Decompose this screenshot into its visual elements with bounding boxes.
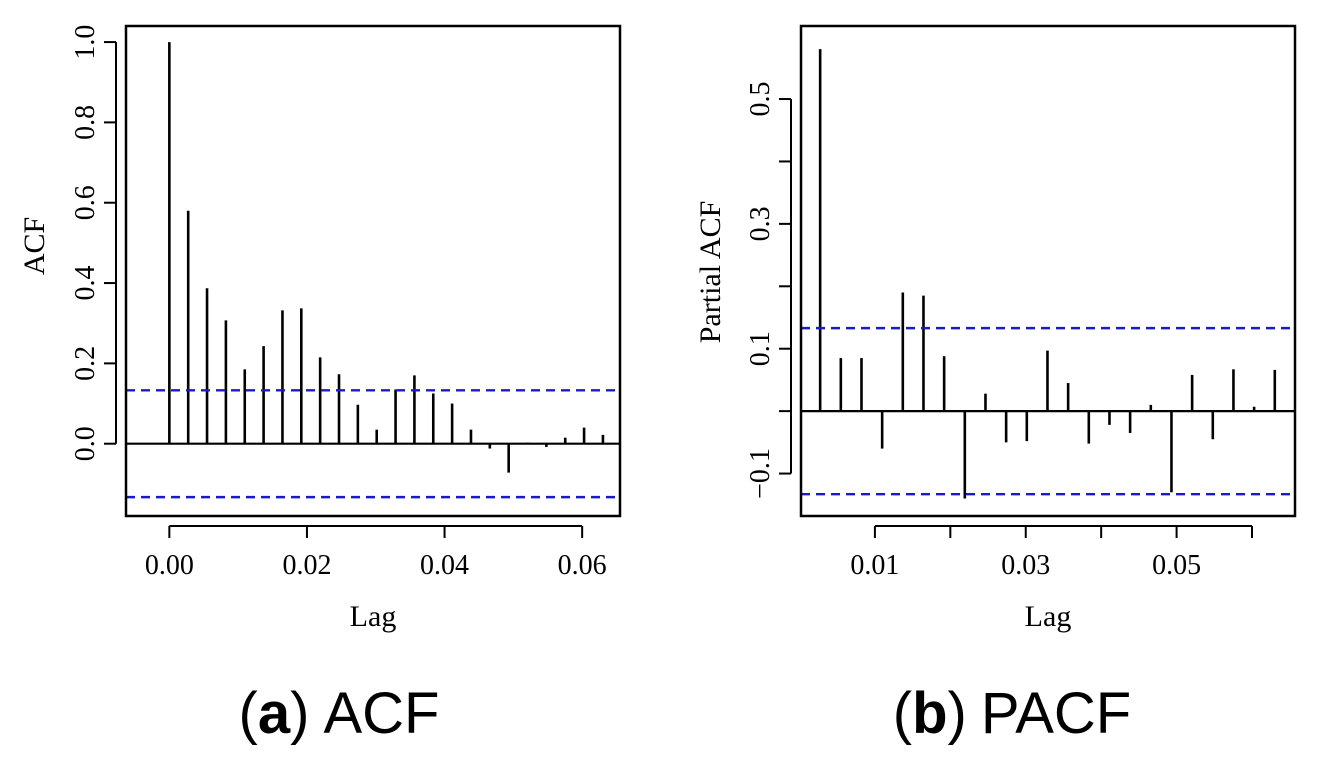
pacf-caption: (b) PACF — [893, 681, 1131, 746]
acf-y-axis-title: ACF — [18, 217, 51, 275]
acf-caption-title: ACF — [323, 681, 439, 746]
pacf-x-tick-label: 0.03 — [1001, 550, 1050, 581]
pacf-caption-close-paren: ) — [948, 681, 967, 746]
pacf-plot-frame — [799, 24, 1297, 518]
acf-x-tick-label: 0.04 — [420, 550, 469, 581]
pacf-caption-open-paren: ( — [893, 681, 912, 746]
pacf-caption-letter: b — [912, 681, 947, 746]
acf-y-tick-label: 0.6 — [70, 185, 101, 220]
acf-caption-open-paren: ( — [239, 681, 258, 746]
acf-plot-frame — [124, 24, 622, 518]
pacf-y-tick-label: 0.1 — [745, 331, 776, 366]
acf-y-tick-label: 0.2 — [70, 346, 101, 381]
pacf-y-tick-label: 0.5 — [745, 82, 776, 117]
acf-y-tick-label: 0.0 — [70, 426, 101, 461]
acf-x-tick-label: 0.06 — [558, 550, 607, 581]
pacf-y-tick-label: 0.3 — [745, 206, 776, 241]
acf-x-tick-label: 0.02 — [282, 550, 331, 581]
acf-caption-close-paren: ) — [290, 681, 309, 746]
acf-y-tick-label: 0.4 — [70, 266, 101, 301]
pacf-y-axis: −0.1 0.1 0.3 0.5 — [745, 82, 792, 499]
pacf-y-axis-title: Partial ACF — [694, 201, 727, 344]
acf-y-tick-label: 0.8 — [70, 105, 101, 140]
pacf-marks — [801, 49, 1295, 499]
pacf-x-tick-label: 0.01 — [850, 550, 899, 581]
pacf-x-axis: 0.01 0.03 0.05 — [850, 525, 1254, 581]
acf-x-axis: 0.00 0.02 0.04 0.06 — [145, 525, 607, 581]
acf-x-axis-title: Lag — [350, 600, 397, 633]
acf-caption: (a) ACF — [239, 681, 440, 746]
pacf-x-axis-title: Lag — [1025, 600, 1072, 633]
acf-x-tick-label: 0.00 — [145, 550, 194, 581]
acf-caption-letter: a — [258, 681, 291, 746]
pacf-caption-title: PACF — [981, 681, 1131, 746]
panel-pacf: 0.01 0.03 0.05 −0.1 0.1 0.3 0.5 Lag Partial A… — [694, 24, 1297, 746]
pacf-y-tick-label: −0.1 — [745, 448, 776, 499]
panel-acf: 0.00 0.02 0.04 0.06 0.00.20.40.60.81.0 Lag … — [18, 24, 622, 746]
acf-y-axis: 0.0 0.2 0.4 0.6 0.8 1.0 — [70, 25, 117, 461]
acf-marks — [126, 42, 620, 499]
acf-y-tick-label: 1.0 — [70, 25, 101, 60]
pacf-x-tick-label: 0.05 — [1152, 550, 1201, 581]
